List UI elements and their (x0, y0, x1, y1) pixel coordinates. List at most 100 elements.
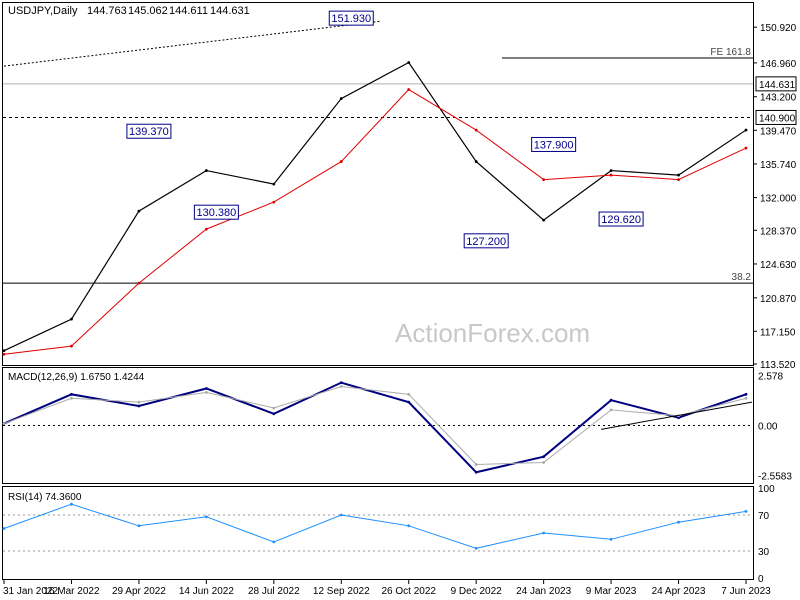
rsi-point (2, 527, 6, 530)
price-tick-label: 128.370 (760, 226, 797, 237)
macd-point (609, 398, 613, 402)
macd-point (609, 408, 613, 412)
price-tick-label: 139.470 (760, 126, 797, 137)
level-price-tag: 140.900 (759, 113, 796, 124)
macd-trendline (601, 401, 753, 430)
annotation-label: 130.380 (196, 207, 236, 219)
rsi-point (204, 515, 208, 519)
price-tick-label: 146.960 (760, 59, 797, 70)
macd-panel-frame (2, 367, 754, 484)
x-tick-label: 14 Jun 2022 (179, 586, 234, 597)
price-point (137, 209, 141, 213)
rsi-point (474, 546, 478, 550)
macd-point (542, 461, 546, 464)
x-tick-label: 31 Jan 2022 (3, 586, 58, 597)
rsi-panel-frame (2, 486, 754, 580)
rsi-point (339, 513, 343, 517)
rsi-panel: 100 70 30 0 (2, 484, 775, 585)
x-tick-label: 7 Jun 2023 (721, 586, 771, 597)
current-price-tag-box (755, 76, 797, 92)
fib-label: 38.2 (732, 272, 752, 283)
annotation-box (531, 136, 577, 152)
price-point (70, 344, 73, 348)
fib-label: FE 161.8 (710, 47, 751, 58)
rsi-point (272, 540, 276, 544)
rsi-point (744, 510, 748, 513)
macd-tick-label: 2.578 (758, 371, 783, 382)
x-tick-label: 29 Apr 2022 (112, 586, 166, 597)
rsi-series-0 (3, 503, 747, 549)
price-tick-label: 143.200 (760, 93, 797, 104)
annotation-box (463, 233, 509, 249)
macd-point (542, 455, 546, 459)
price-title: USDJPY,Daily (8, 5, 78, 17)
price-point (407, 88, 411, 91)
macd-point (70, 396, 73, 400)
annotation-label: 129.620 (601, 214, 641, 226)
price-point (272, 200, 276, 204)
price-point (204, 169, 208, 172)
ohlc-close: 144.631 (210, 5, 250, 17)
price-point (542, 178, 546, 181)
price-point (609, 169, 613, 172)
annotation-box (328, 10, 374, 26)
rsi-point (609, 537, 613, 541)
price-point (609, 173, 613, 177)
rsi-point (677, 520, 680, 524)
macd-point (137, 400, 141, 404)
price-tick-label: 113.520 (760, 360, 796, 371)
price-tick-label: 120.870 (760, 294, 797, 305)
macd-point (339, 381, 343, 385)
price-point (137, 281, 141, 285)
annotation-box (193, 204, 239, 220)
dotted-trendline (3, 20, 382, 67)
x-tick-label: 12 Sep 2022 (313, 586, 370, 597)
price-tick-label: 124.630 (760, 260, 797, 271)
macd-point (744, 392, 748, 396)
annotation-label: 139.370 (129, 126, 169, 138)
rsi-tick-label: 70 (758, 511, 770, 522)
price-point (474, 160, 478, 163)
macd-point (677, 416, 680, 420)
rsi-tick-label: 100 (758, 484, 775, 495)
x-tick-label: 9 Mar 2023 (586, 586, 637, 597)
annotation-box (126, 123, 172, 139)
macd-point (407, 392, 411, 396)
macd-point (204, 387, 208, 390)
price-point (407, 61, 411, 64)
macd-panel: 2.578 0.00 -2.5583 (2, 371, 792, 482)
annotation-label: 127.200 (466, 236, 506, 248)
macd-point (407, 400, 411, 404)
price-point (70, 317, 73, 321)
price-point (272, 182, 276, 186)
rsi-tick-label: 30 (758, 547, 770, 558)
ohlc-readout: 144.763 145.062 144.611 144.631 (87, 5, 250, 17)
macd-point (137, 404, 141, 408)
watermark: ActionForex.com (395, 318, 590, 348)
rsi-point (542, 531, 546, 535)
price-tick-label: 132.000 (760, 194, 797, 205)
price-point (677, 173, 680, 177)
rsi-point (407, 524, 411, 528)
x-tick-label: 9 Dec 2022 (451, 586, 503, 597)
annotation-label: 137.900 (534, 139, 574, 151)
x-tick-label: 16 Mar 2022 (43, 586, 100, 597)
price-point (2, 349, 6, 353)
rsi-point (137, 524, 141, 528)
ohlc-open: 144.763 (87, 5, 127, 17)
price-series-1 (3, 88, 747, 355)
level-price-tag-box (755, 109, 797, 125)
price-point (744, 146, 748, 150)
macd-point (744, 396, 748, 400)
macd-point (272, 406, 276, 410)
rsi-tick-label: 0 (758, 574, 764, 585)
price-point (339, 97, 343, 100)
price-point (744, 128, 748, 132)
x-tick-label: 28 Jul 2022 (248, 586, 300, 597)
macd-point (204, 390, 208, 394)
price-tick-label: 150.920 (760, 23, 797, 34)
macd-point (2, 422, 6, 425)
